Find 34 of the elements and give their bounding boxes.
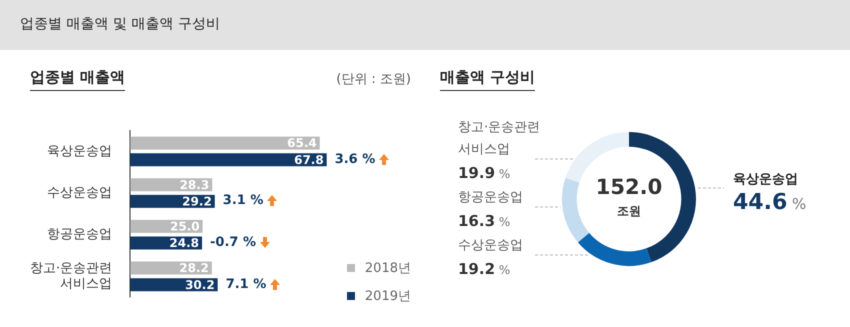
- annotation: -0.7 %: [210, 235, 256, 250]
- data-label: 30.2: [185, 278, 215, 292]
- data-label: 16.3 %: [458, 212, 510, 230]
- data-label: 44.6 %: [733, 190, 806, 215]
- legend-label: 2018년: [364, 260, 411, 277]
- data-label: 19.9 %: [458, 164, 510, 182]
- text: 152.0: [594, 174, 664, 201]
- data-label: 25.0: [170, 220, 200, 234]
- annotation: 3.6 %: [334, 152, 376, 167]
- bar: [130, 153, 327, 166]
- slice-label: 육상운송업: [733, 171, 799, 189]
- annotation: 7.1 %: [226, 276, 266, 292]
- data-label: 19.2 %: [458, 260, 510, 278]
- text: (단위 : 조원): [336, 71, 411, 88]
- chart-title: 업종별 매출액 및 매출액 구성비: [20, 15, 220, 33]
- data-label: 28.2: [179, 261, 209, 276]
- bar: [130, 136, 320, 150]
- data-label: 24.8: [169, 236, 200, 250]
- slice-label: 수상운송업: [458, 237, 523, 255]
- y-tick-label: 창고·운송관련 서비스업: [30, 260, 112, 292]
- data-label: 65.4: [287, 136, 317, 150]
- data-label: 67.8: [294, 152, 324, 167]
- annotation: 3.1 %: [222, 193, 264, 208]
- data-label: 29.2: [182, 194, 212, 209]
- legend-label: 2019년: [364, 288, 411, 305]
- y-tick-label: 육상운송업: [47, 144, 112, 159]
- chart-subtitle: 업종별 매출액: [30, 68, 126, 91]
- y-tick-label: 항공운송업: [47, 227, 112, 242]
- y-tick-label: 수상운송업: [47, 185, 112, 200]
- slice-label: 항공운송업: [458, 189, 523, 207]
- chart-title: 매출액 구성비: [440, 68, 536, 91]
- text: 조원: [616, 203, 642, 220]
- data-label: 28.3: [180, 178, 210, 192]
- slice-label: 창고·운송관련 서비스업: [458, 119, 540, 159]
